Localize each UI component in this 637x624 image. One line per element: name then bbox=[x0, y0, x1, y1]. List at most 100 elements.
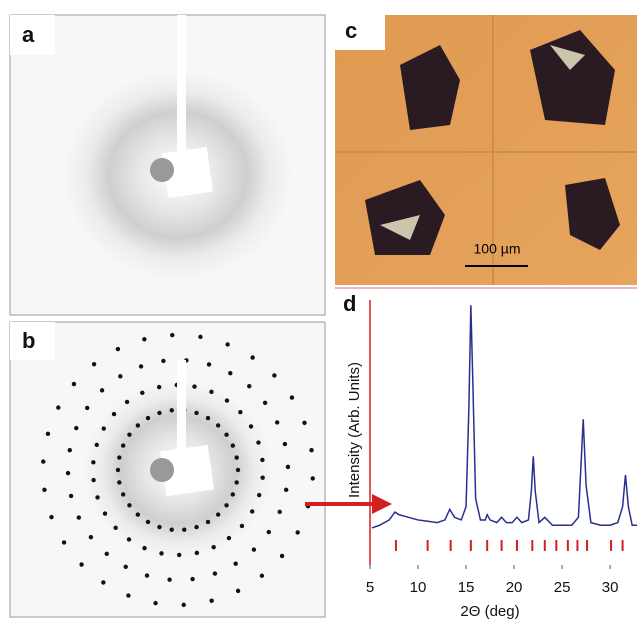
spot bbox=[290, 395, 294, 399]
spot bbox=[74, 426, 78, 430]
page: {"panels": {"a": "a", "b": "b", "c": "c"… bbox=[0, 0, 637, 624]
spot bbox=[260, 574, 264, 578]
x-tick-label: 15 bbox=[458, 579, 475, 596]
spot bbox=[207, 362, 211, 366]
beam-shadow bbox=[150, 158, 174, 182]
spot bbox=[100, 388, 104, 392]
spot bbox=[157, 385, 161, 389]
spot bbox=[206, 416, 210, 420]
spot bbox=[140, 391, 144, 395]
spot bbox=[240, 524, 244, 528]
spot bbox=[195, 551, 199, 555]
spot bbox=[216, 512, 220, 516]
spot bbox=[302, 421, 306, 425]
spot bbox=[112, 412, 116, 416]
panel-c: c 100 µm bbox=[335, 15, 637, 285]
spot bbox=[260, 458, 264, 462]
spot bbox=[66, 471, 70, 475]
beam-stop-arm bbox=[177, 15, 186, 165]
spot bbox=[77, 515, 81, 519]
spot bbox=[113, 526, 117, 530]
spot bbox=[224, 433, 228, 437]
spot bbox=[127, 433, 131, 437]
spot bbox=[213, 571, 217, 575]
spot bbox=[209, 599, 213, 603]
spot bbox=[101, 580, 105, 584]
spot bbox=[118, 374, 122, 378]
spot bbox=[102, 426, 106, 430]
spot bbox=[91, 478, 95, 482]
spot bbox=[224, 503, 228, 507]
spot bbox=[192, 384, 196, 388]
spot bbox=[236, 589, 240, 593]
spot bbox=[79, 562, 83, 566]
spot bbox=[275, 420, 279, 424]
spot bbox=[85, 406, 89, 410]
spot bbox=[309, 448, 313, 452]
panel-label: c bbox=[345, 18, 357, 43]
spot bbox=[228, 371, 232, 375]
spot bbox=[56, 405, 60, 409]
x-tick-label: 30 bbox=[602, 579, 619, 596]
spot bbox=[233, 561, 237, 565]
spot bbox=[121, 443, 125, 447]
spot bbox=[42, 488, 46, 492]
spot bbox=[182, 527, 186, 531]
spot bbox=[272, 373, 276, 377]
spot bbox=[286, 465, 290, 469]
spot bbox=[206, 520, 210, 524]
spot bbox=[260, 475, 264, 479]
spot bbox=[250, 509, 254, 513]
spot bbox=[41, 459, 45, 463]
spot bbox=[252, 547, 256, 551]
spot bbox=[211, 545, 215, 549]
x-tick-label: 20 bbox=[506, 579, 523, 596]
spot bbox=[121, 492, 125, 496]
beam-shadow bbox=[150, 458, 174, 482]
spot bbox=[62, 540, 66, 544]
spot bbox=[167, 577, 171, 581]
panel-label: b bbox=[22, 328, 35, 353]
spot bbox=[234, 455, 238, 459]
spot bbox=[161, 359, 165, 363]
spot bbox=[92, 362, 96, 366]
spot bbox=[136, 512, 140, 516]
spot bbox=[250, 355, 254, 359]
spot bbox=[46, 432, 50, 436]
spot bbox=[89, 535, 93, 539]
spot bbox=[142, 337, 146, 341]
spot bbox=[117, 455, 121, 459]
x-tick-label: 5 bbox=[366, 579, 374, 596]
spot bbox=[225, 398, 229, 402]
line bbox=[372, 305, 637, 528]
spot bbox=[284, 488, 288, 492]
spot bbox=[116, 468, 120, 472]
spot bbox=[69, 494, 73, 498]
spot bbox=[182, 603, 186, 607]
x-axis-title: 2Θ (deg) bbox=[460, 603, 519, 620]
spot bbox=[95, 443, 99, 447]
spot bbox=[126, 593, 130, 597]
spot bbox=[280, 554, 284, 558]
spot bbox=[278, 510, 282, 514]
spot bbox=[256, 440, 260, 444]
spot bbox=[146, 520, 150, 524]
spot bbox=[49, 515, 53, 519]
spot bbox=[263, 401, 267, 405]
spot bbox=[145, 573, 149, 577]
panel-b: b bbox=[10, 322, 325, 617]
spot bbox=[153, 601, 157, 605]
spot bbox=[238, 410, 242, 414]
spot bbox=[190, 577, 194, 581]
spot bbox=[170, 333, 174, 337]
spot bbox=[170, 408, 174, 412]
scale-bar-label: 100 µm bbox=[474, 241, 521, 257]
spot bbox=[267, 530, 271, 534]
spot bbox=[142, 546, 146, 550]
panel-label: d bbox=[343, 291, 356, 316]
panel-label: a bbox=[22, 22, 35, 47]
spot bbox=[146, 416, 150, 420]
spot bbox=[116, 347, 120, 351]
spot bbox=[157, 525, 161, 529]
